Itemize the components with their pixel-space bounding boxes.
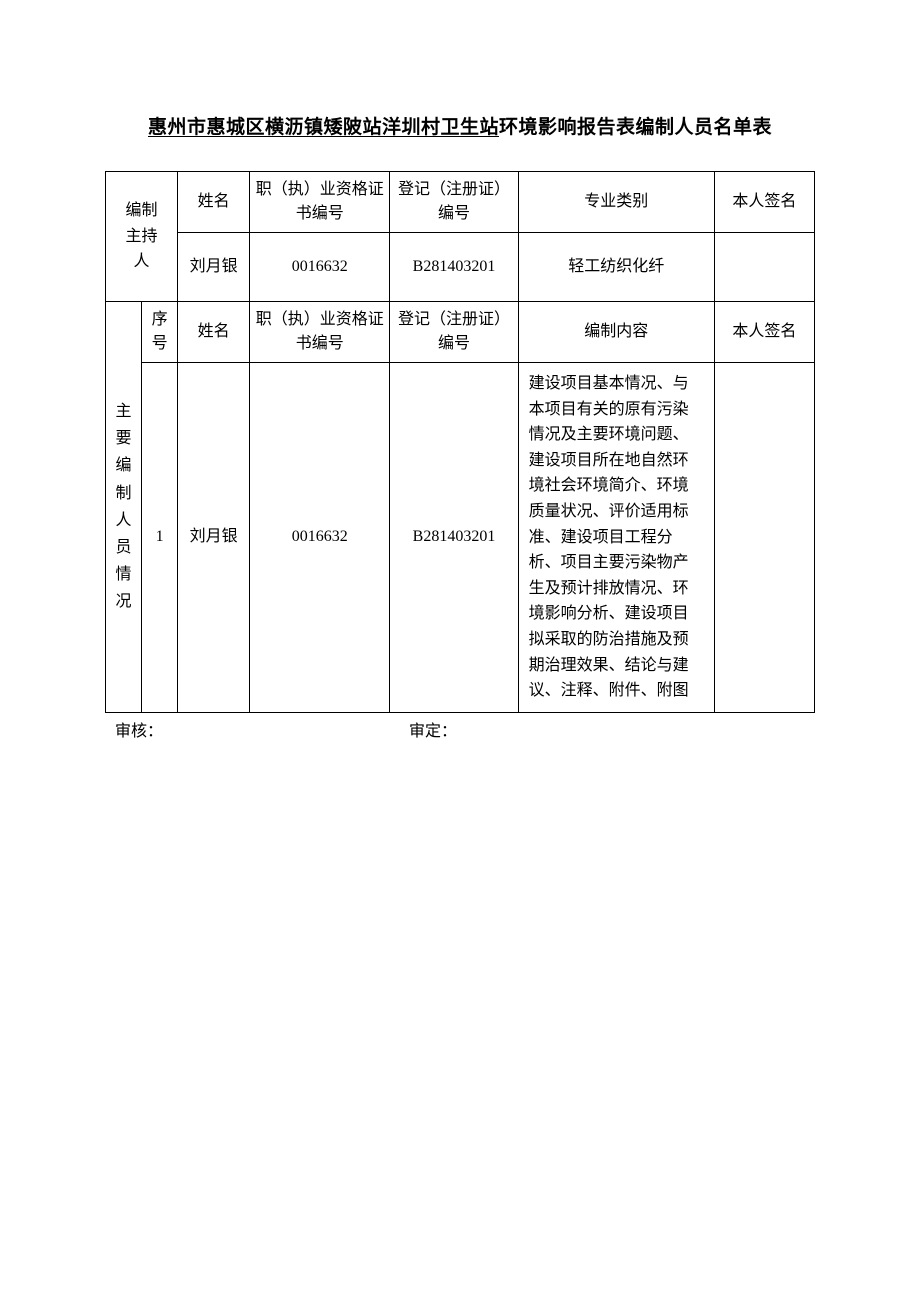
staff-header-row: 主要编制人员情况 序号 姓名 职（执）业资格证书编号 登记（注册证）编号 编制内…: [106, 302, 815, 363]
presider-data-row: 刘月银 0016632 B281403201 轻工纺织化纤: [106, 233, 815, 302]
title-rest: 环境影响报告表编制人员名单表: [499, 117, 772, 138]
presider-reg-no: B281403201: [390, 233, 518, 302]
staff-content: 建设项目基本情况、与本项目有关的原有污染情况及主要环境问题、建设项目所在地自然环…: [518, 363, 714, 713]
hdr-cert-no2: 职（执）业资格证书编号: [250, 302, 390, 363]
title-underlined: 惠州市惠城区横沥镇矮陂站洋圳村卫生站: [148, 117, 499, 138]
presider-signature: [714, 233, 814, 302]
footer: 审核： 审定：: [105, 717, 815, 741]
hdr-seq: 序号: [142, 302, 178, 363]
staff-name: 刘月银: [178, 363, 250, 713]
hdr-signature: 本人签名: [714, 172, 814, 233]
presider-cert-no: 0016632: [250, 233, 390, 302]
hdr-specialty: 专业类别: [518, 172, 714, 233]
document-title: 惠州市惠城区横沥镇矮陂站洋圳村卫生站环境影响报告表编制人员名单表: [105, 112, 815, 139]
staff-label-text: 主要编制人员情况: [110, 398, 137, 616]
hdr-name2: 姓名: [178, 302, 250, 363]
hdr-reg-no: 登记（注册证）编号: [390, 172, 518, 233]
presider-name: 刘月银: [178, 233, 250, 302]
footer-approve: 审定：: [409, 717, 457, 741]
hdr-signature2: 本人签名: [714, 302, 814, 363]
hdr-name: 姓名: [178, 172, 250, 233]
hdr-reg-no2: 登记（注册证）编号: [390, 302, 518, 363]
personnel-table: 编制主持人 姓名 职（执）业资格证书编号 登记（注册证）编号 专业类别 本人签名…: [105, 171, 815, 713]
staff-seq: 1: [142, 363, 178, 713]
hdr-cert-no: 职（执）业资格证书编号: [250, 172, 390, 233]
staff-signature: [714, 363, 814, 713]
presider-label: 编制主持人: [106, 172, 178, 302]
hdr-content: 编制内容: [518, 302, 714, 363]
staff-reg-no: B281403201: [390, 363, 518, 713]
staff-data-row: 1 刘月银 0016632 B281403201 建设项目基本情况、与本项目有关…: [106, 363, 815, 713]
footer-review: 审核：: [115, 717, 163, 741]
presider-specialty: 轻工纺织化纤: [518, 233, 714, 302]
staff-cert-no: 0016632: [250, 363, 390, 713]
staff-label: 主要编制人员情况: [106, 302, 142, 713]
presider-header-row: 编制主持人 姓名 职（执）业资格证书编号 登记（注册证）编号 专业类别 本人签名: [106, 172, 815, 233]
